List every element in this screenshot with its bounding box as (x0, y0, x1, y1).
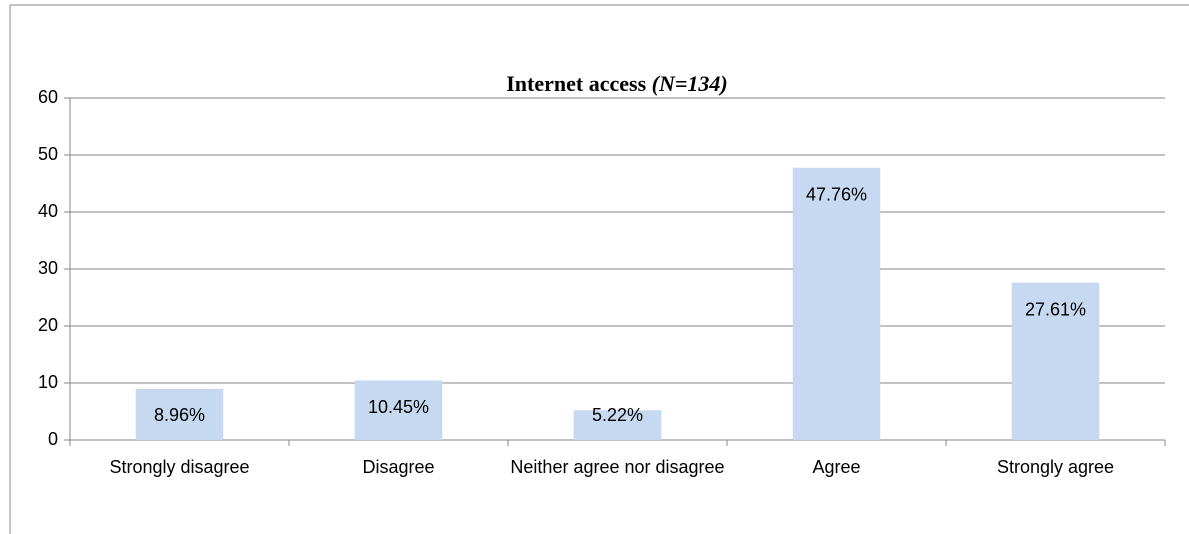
x-tick-label-box: Agree (812, 457, 861, 477)
x-tick-label-box: Strongly disagree (109, 457, 250, 477)
x-tick-label-box: Disagree (362, 457, 435, 477)
y-tick-label: 30 (38, 258, 58, 278)
y-tick-label: 40 (38, 201, 58, 221)
x-tick-label: Disagree (362, 457, 435, 477)
title-note: (N=134) (652, 71, 728, 96)
bar (135, 388, 224, 440)
bar (354, 380, 443, 440)
value-label: 8.96% (154, 405, 205, 425)
y-tick-label: 50 (38, 144, 58, 164)
value-label: 27.61% (1025, 299, 1086, 319)
bar (1011, 282, 1100, 440)
title-main: Internet access (506, 71, 646, 96)
bar (573, 410, 662, 440)
x-tick-label: Strongly disagree (109, 457, 250, 477)
x-tick-label: Neither agree nor disagree (510, 457, 725, 477)
value-label: 5.22% (592, 405, 643, 425)
y-tick-label: 10 (38, 372, 58, 392)
x-tick-label-box: Strongly agree (996, 457, 1115, 477)
value-label: 10.45% (368, 397, 429, 417)
y-tick-label: 20 (38, 315, 58, 335)
bar (792, 167, 881, 440)
value-label: 47.76% (806, 185, 867, 205)
y-tick-label: 60 (38, 87, 58, 107)
x-tick-label: Agree (812, 457, 861, 477)
x-tick-label: Strongly agree (996, 457, 1115, 477)
chart-title: Internet access (N=134) (506, 71, 727, 96)
x-tick-label-box: Neither agree nor disagree (510, 457, 725, 477)
y-tick-label: 0 (48, 429, 58, 449)
